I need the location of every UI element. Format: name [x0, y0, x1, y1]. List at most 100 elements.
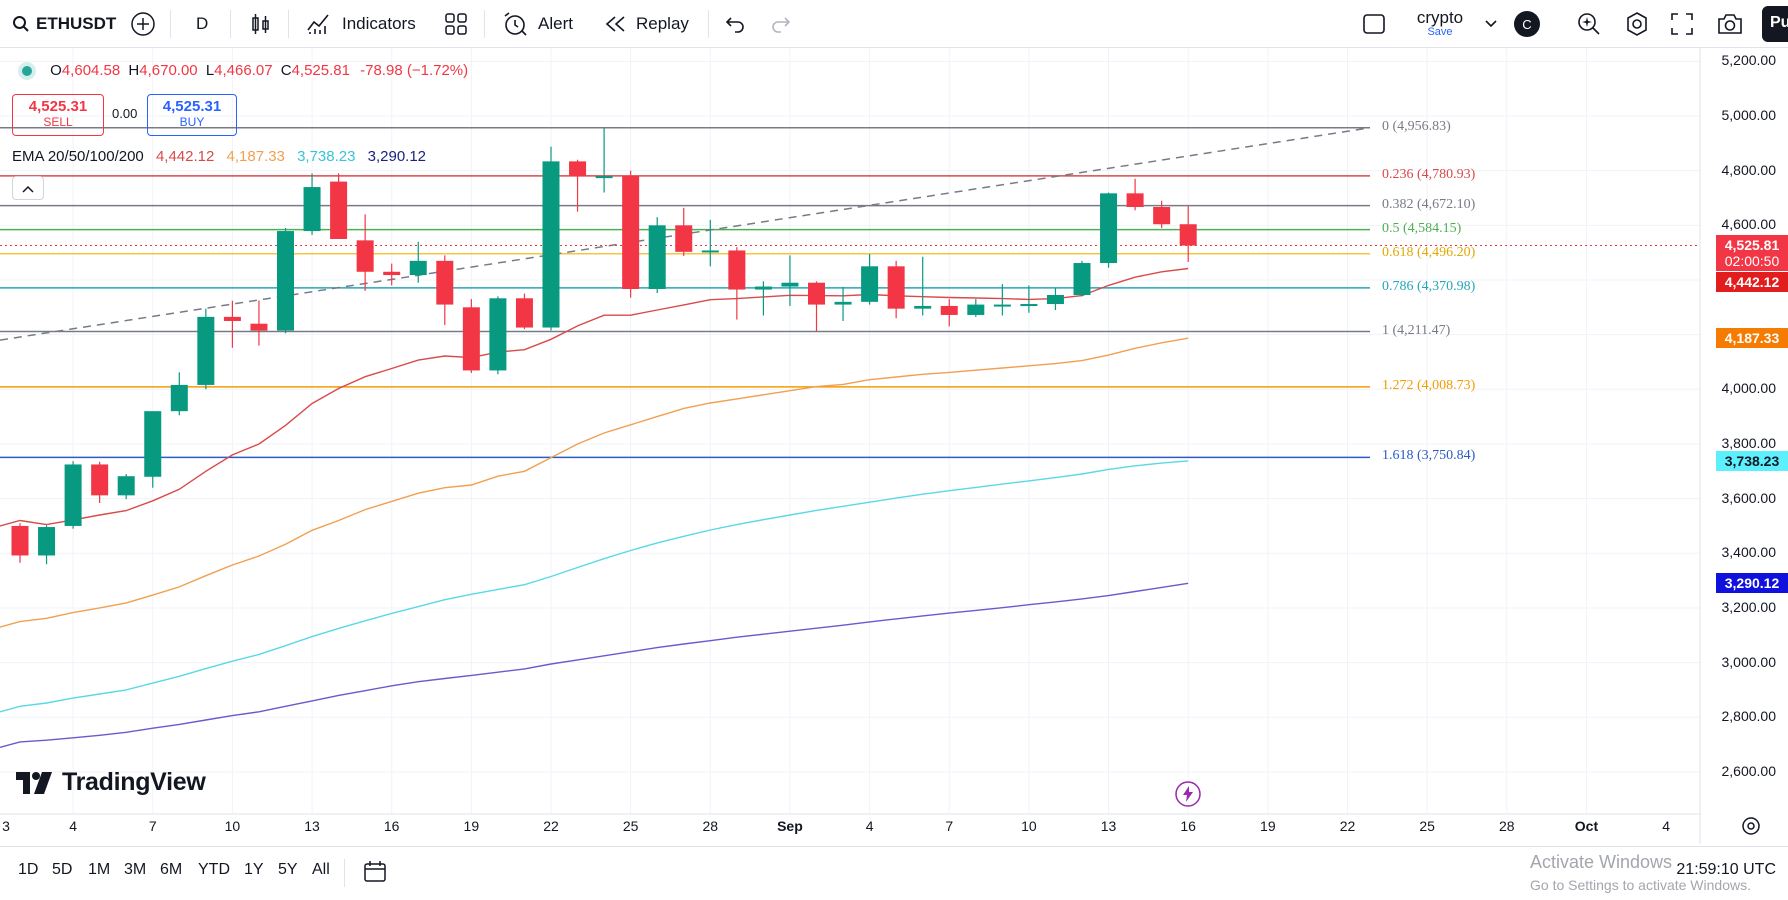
- candle-body: [91, 464, 109, 496]
- interval-label: D: [196, 14, 209, 33]
- replay-button[interactable]: Replay: [604, 0, 689, 48]
- sell-button[interactable]: 4,525.31 SELL: [12, 94, 104, 136]
- plus-circle-icon: [131, 12, 155, 36]
- candle-body: [781, 282, 799, 287]
- ema20-value: 4,442.12: [155, 148, 215, 165]
- ema-legend[interactable]: EMA 20/50/100/200 4,442.12 4,187.33 3,73…: [12, 148, 434, 165]
- collapse-legend-button[interactable]: [12, 176, 44, 200]
- quick-search-button[interactable]: [1576, 0, 1602, 48]
- date-tick-label: 13: [304, 818, 320, 834]
- windows-activation-title: Activate Windows: [1530, 852, 1673, 872]
- buy-price: 4,525.31: [162, 98, 222, 115]
- chevron-up-icon: [22, 185, 34, 193]
- lightning-icon: [1175, 781, 1201, 807]
- candle-body: [303, 187, 321, 232]
- undo-button[interactable]: [724, 0, 746, 48]
- range-button-5d[interactable]: 5D: [52, 861, 73, 878]
- undo-icon: [725, 17, 744, 33]
- publish-button[interactable]: Pu: [1762, 6, 1788, 42]
- candle-body: [38, 527, 56, 556]
- range-button-3m[interactable]: 3M: [124, 861, 147, 878]
- candle-body: [170, 384, 188, 412]
- candle-body: [569, 161, 587, 177]
- candle-body: [436, 260, 454, 305]
- date-tick-label: 4: [865, 818, 874, 834]
- price-tick-label: 3,000.00: [1721, 653, 1777, 670]
- layout-name[interactable]: crypto Save: [1410, 8, 1470, 38]
- change-value: -78.98: [360, 62, 403, 79]
- indicators-button[interactable]: Indicators: [306, 0, 416, 48]
- range-button-ytd[interactable]: YTD: [198, 861, 230, 878]
- date-tick-label: 4: [69, 818, 77, 834]
- candle-body: [1100, 193, 1118, 264]
- compare-button[interactable]: [130, 0, 156, 48]
- close-label: C: [280, 62, 292, 79]
- ohlc-legend: O4,604.58 H4,670.00 L4,466.07 C4,525.81 …: [12, 62, 468, 79]
- fib-label: 0.236 (4,780.93): [1382, 166, 1476, 182]
- gear-icon: [1627, 12, 1647, 36]
- candle-body: [1153, 207, 1171, 225]
- axis-settings-button[interactable]: [1740, 815, 1762, 842]
- symbol-search[interactable]: ETHUSDT: [12, 0, 116, 48]
- range-button-1y[interactable]: 1Y: [244, 861, 264, 878]
- close-value: 4,525.81: [291, 62, 350, 79]
- candle-body: [1179, 224, 1197, 246]
- ema50-line: [0, 337, 1189, 628]
- price-tick-label: 5,000.00: [1721, 107, 1777, 123]
- ema50-value: 4,187.33: [226, 148, 285, 165]
- settings-button[interactable]: [1624, 0, 1650, 48]
- alert-button[interactable]: Alert: [502, 0, 573, 48]
- range-button-1m[interactable]: 1M: [88, 861, 111, 878]
- fib-label: 1.272 (4,008.73): [1382, 377, 1476, 393]
- range-button-6m[interactable]: 6M: [160, 861, 183, 878]
- rewind-icon: [605, 16, 625, 32]
- date-tick-label: 7: [148, 818, 157, 834]
- date-tick-label: Sep: [777, 818, 803, 834]
- interval-button[interactable]: D: [196, 0, 208, 48]
- fib-label: 0.786 (4,370.98): [1382, 278, 1476, 294]
- spread-value: 0.00: [112, 106, 138, 121]
- candle-body: [1020, 304, 1038, 307]
- candle-body: [462, 307, 480, 371]
- divider: [708, 10, 709, 38]
- ema100-price-tag: 3,738.23: [1716, 450, 1788, 471]
- bottom-bar: 1D 5D 1M 3M 6M YTD 1Y 5Y All 21:59:10 UTC: [0, 846, 1788, 900]
- high-label: H: [128, 62, 140, 79]
- divider: [230, 10, 231, 38]
- utc-clock[interactable]: 21:59:10 UTC: [1676, 861, 1776, 878]
- date-tick-label: 19: [1260, 818, 1276, 834]
- top-toolbar: ETHUSDT D Indicators Alert Replay crypto…: [0, 0, 1788, 48]
- price-tick-label: 3,800.00: [1721, 434, 1777, 451]
- layout-menu-button[interactable]: [1484, 0, 1498, 48]
- redo-button[interactable]: [770, 0, 792, 48]
- price-chart[interactable]: [0, 48, 1788, 846]
- chart-type-button[interactable]: [250, 0, 272, 48]
- user-menu[interactable]: C: [1514, 0, 1540, 48]
- candle-body: [622, 176, 640, 289]
- layouts-button[interactable]: [444, 0, 468, 48]
- price-tick-label: 3,600.00: [1721, 489, 1777, 506]
- range-button-5y[interactable]: 5Y: [278, 861, 298, 878]
- brand-name: TradingView: [62, 768, 206, 796]
- fullscreen-select-button[interactable]: [1362, 0, 1386, 48]
- date-tick-label: 22: [543, 818, 559, 834]
- ema20-price-tag: 4,442.12: [1716, 271, 1788, 292]
- candle-body: [223, 316, 241, 321]
- tradingview-logo[interactable]: TradingView: [16, 768, 206, 797]
- date-tick-label: 13: [1100, 818, 1117, 834]
- date-tick-label: 28: [1499, 818, 1515, 834]
- range-button-1d[interactable]: 1D: [18, 861, 39, 878]
- date-tick-label: 7: [945, 818, 954, 834]
- fullscreen-button[interactable]: [1670, 0, 1694, 48]
- lightning-button[interactable]: [1174, 780, 1202, 813]
- last-price-tag: 4,525.81 02:00:50: [1716, 234, 1788, 271]
- date-tick-label: 4: [1662, 818, 1670, 834]
- candle-body: [277, 231, 294, 331]
- candle-body: [356, 240, 374, 272]
- bar-countdown: 02:00:50: [1724, 252, 1780, 269]
- date-range-button[interactable]: [362, 859, 388, 890]
- buy-button[interactable]: 4,525.31 BUY: [147, 94, 237, 136]
- range-button-all[interactable]: All: [312, 861, 330, 878]
- snapshot-button[interactable]: [1716, 0, 1744, 48]
- low-value: 4,466.07: [214, 62, 273, 79]
